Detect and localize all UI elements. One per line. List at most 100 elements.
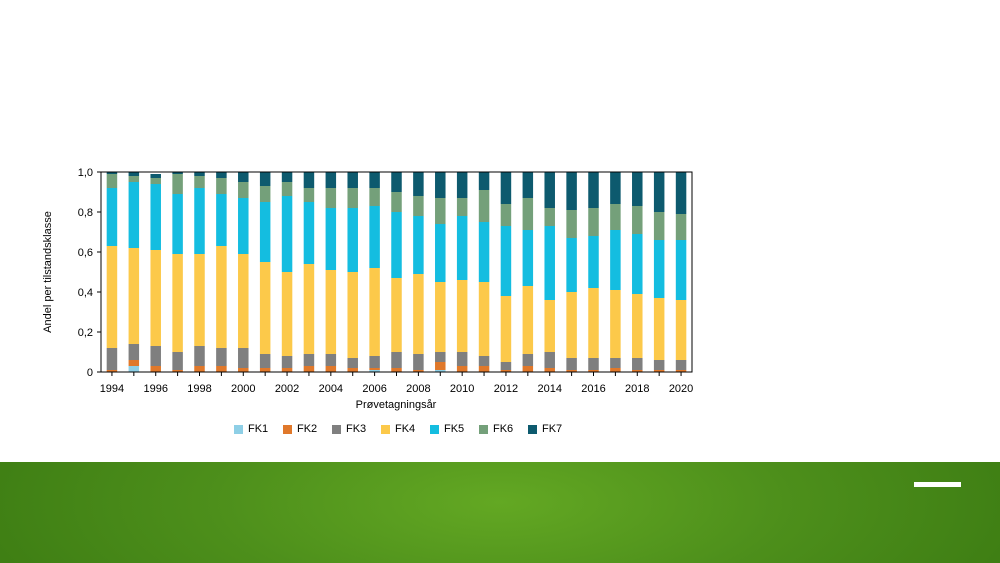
bar-segment-fk2-1998 bbox=[194, 366, 205, 372]
bar-segment-fk2-2001 bbox=[259, 368, 271, 372]
bar-segment-fk4-1997 bbox=[172, 254, 183, 352]
bar-segment-fk5-1999 bbox=[216, 194, 227, 246]
bar-segment-fk6-1994 bbox=[106, 174, 118, 188]
legend-swatch bbox=[430, 424, 439, 434]
bar-segment-fk7-2018 bbox=[632, 172, 643, 206]
bar-segment-fk6-2011 bbox=[478, 190, 490, 222]
bar-segment-fk2-2011 bbox=[478, 366, 490, 372]
bar-segment-fk6-2005 bbox=[347, 188, 358, 208]
bar-segment-fk3-2009 bbox=[435, 352, 446, 362]
x-axis: 1994 1996 1998 2000 2002 2004 2006 2008 2010 2012… bbox=[100, 372, 693, 395]
bar-segment-fk7-2003 bbox=[303, 172, 315, 188]
x-tick-label: 2016 bbox=[581, 383, 605, 395]
bar-segment-fk7-1995 bbox=[128, 172, 140, 176]
x-tick-label: 2014 bbox=[537, 383, 561, 395]
x-tick-label: 2018 bbox=[625, 383, 649, 395]
x-tick-label: 2012 bbox=[494, 383, 518, 395]
legend-item-fk7: FK7 bbox=[528, 423, 577, 435]
bar-segment-fk3-2019 bbox=[653, 360, 665, 370]
bar-segment-fk2-2006 bbox=[369, 368, 380, 370]
bar-segment-fk3-2006 bbox=[369, 356, 380, 368]
bar-segment-fk7-2013 bbox=[522, 172, 534, 198]
bar-segment-fk2-2018 bbox=[632, 370, 643, 372]
legend-label: FK3 bbox=[346, 423, 367, 435]
bar-segment-fk3-2014 bbox=[544, 352, 555, 368]
bar-segment-fk1-1995 bbox=[128, 366, 140, 372]
bar-segment-fk7-2016 bbox=[588, 172, 599, 208]
bar-segment-fk3-2016 bbox=[588, 358, 599, 370]
footer-band bbox=[0, 462, 1000, 563]
bar-segment-fk3-2013 bbox=[522, 354, 534, 366]
bar-segment-fk2-2014 bbox=[544, 368, 555, 372]
bar-segment-fk4-2002 bbox=[281, 272, 293, 356]
bar-segment-fk5-2015 bbox=[566, 238, 577, 292]
bar-segment-fk3-2015 bbox=[566, 358, 577, 370]
x-tick-label: 2010 bbox=[450, 383, 474, 395]
bar-segment-fk3-2002 bbox=[281, 356, 293, 368]
bar-segment-fk4-2011 bbox=[478, 282, 490, 356]
x-tick-label: 2006 bbox=[362, 383, 386, 395]
bar-segment-fk4-2016 bbox=[588, 288, 599, 358]
bar-segment-fk7-2017 bbox=[610, 172, 621, 204]
bar-segment-fk7-2005 bbox=[347, 172, 358, 188]
bar-segment-fk4-2010 bbox=[456, 280, 468, 352]
bar-segment-fk7-1997 bbox=[172, 172, 183, 174]
bar-segment-fk6-2000 bbox=[238, 182, 249, 198]
bar-segment-fk5-2001 bbox=[259, 202, 271, 262]
legend-label: FK5 bbox=[444, 423, 465, 435]
legend-label: FK1 bbox=[248, 423, 269, 435]
bar-segment-fk5-2013 bbox=[522, 230, 534, 286]
bar-segment-fk7-1998 bbox=[194, 172, 205, 176]
bar-segment-fk5-2017 bbox=[610, 230, 621, 290]
bar-segment-fk5-2011 bbox=[478, 222, 490, 282]
bar-segment-fk4-1994 bbox=[106, 246, 118, 348]
bar-segment-fk3-2005 bbox=[347, 358, 358, 368]
bar-segment-fk3-2004 bbox=[325, 354, 337, 366]
bar-segment-fk4-2015 bbox=[566, 292, 577, 358]
bar-segment-fk2-1996 bbox=[150, 366, 161, 372]
bar-segment-fk5-2016 bbox=[588, 236, 599, 288]
bar-segment-fk5-2005 bbox=[347, 208, 358, 272]
bar-segment-fk6-2013 bbox=[522, 198, 534, 230]
bar-segment-fk5-2003 bbox=[303, 202, 315, 264]
bar-segment-fk5-2014 bbox=[544, 226, 555, 300]
bar-segment-fk2-2000 bbox=[238, 368, 249, 372]
bar-segment-fk6-2003 bbox=[303, 188, 315, 202]
bar-segment-fk2-2007 bbox=[391, 368, 402, 372]
bars-group bbox=[106, 172, 687, 372]
bar-segment-fk4-2006 bbox=[369, 268, 380, 356]
bar-segment-fk6-1999 bbox=[216, 178, 227, 194]
bar-segment-fk4-2003 bbox=[303, 264, 315, 354]
bar-segment-fk7-2015 bbox=[566, 172, 577, 210]
bar-segment-fk7-2008 bbox=[413, 172, 424, 196]
bar-segment-fk6-1998 bbox=[194, 176, 205, 188]
legend-swatch bbox=[479, 424, 488, 434]
bar-segment-fk2-2019 bbox=[653, 370, 665, 372]
legend-label: FK7 bbox=[542, 423, 563, 435]
y-tick-label: 0,4 bbox=[78, 287, 93, 299]
bar-segment-fk4-1995 bbox=[128, 248, 140, 344]
bar-segment-fk6-1995 bbox=[128, 176, 140, 182]
bar-segment-fk6-2009 bbox=[435, 198, 446, 224]
bar-segment-fk2-2002 bbox=[281, 368, 293, 372]
bar-segment-fk5-2018 bbox=[632, 234, 643, 294]
bar-segment-fk5-2019 bbox=[653, 240, 665, 298]
bar-segment-fk6-2006 bbox=[369, 188, 380, 206]
bar-segment-fk3-1999 bbox=[216, 348, 227, 366]
legend-item-fk5: FK5 bbox=[430, 423, 479, 435]
bar-segment-fk7-2002 bbox=[281, 172, 293, 182]
y-tick-label: 0,2 bbox=[78, 327, 93, 339]
bar-segment-fk2-2017 bbox=[610, 368, 621, 372]
bar-segment-fk2-2012 bbox=[500, 370, 512, 372]
y-tick-label: 0 bbox=[87, 367, 93, 379]
bar-segment-fk7-2000 bbox=[238, 172, 249, 182]
bar-segment-fk3-2011 bbox=[478, 356, 490, 366]
bar-segment-fk3-2000 bbox=[238, 348, 249, 368]
footer-dash bbox=[914, 482, 961, 487]
bar-segment-fk4-2019 bbox=[653, 298, 665, 360]
bar-segment-fk7-1999 bbox=[216, 172, 227, 178]
bar-segment-fk4-1996 bbox=[150, 250, 161, 346]
bar-segment-fk6-2002 bbox=[281, 182, 293, 196]
legend-item-fk1: FK1 bbox=[234, 423, 283, 435]
bar-segment-fk2-1997 bbox=[172, 370, 183, 372]
